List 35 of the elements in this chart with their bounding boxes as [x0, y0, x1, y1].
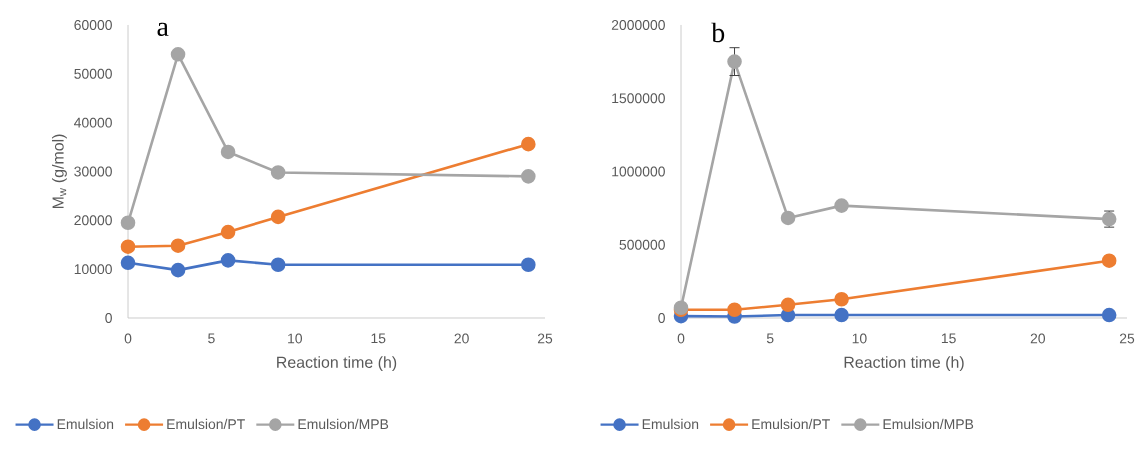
x-tick-label: 0	[677, 333, 685, 344]
y-tick-label: 50000	[74, 68, 112, 79]
x-tick-label: 5	[208, 333, 215, 344]
y-tick-label: 1000000	[612, 166, 665, 177]
x-tick-label: 10	[288, 333, 303, 344]
legend-label: Emulsion/MPB	[298, 418, 389, 430]
y-tick-label: 0	[105, 313, 112, 323]
x-tick-label: 0	[124, 333, 132, 344]
y-tick-label: 1500000	[612, 93, 665, 104]
legend-label: Emulsion	[57, 418, 114, 430]
y-tick-label: 40000	[74, 117, 112, 128]
y-tick-label: 0	[658, 313, 665, 323]
x-axis-title: Reaction time (h)	[277, 356, 397, 372]
x-tick-label: 25	[1119, 333, 1135, 344]
y-tick-label: 2000000	[611, 20, 665, 30]
x-tick-label: 20	[1030, 333, 1046, 344]
x-tick-label: 15	[941, 333, 956, 344]
x-axis-title: Reaction time (h)	[844, 356, 964, 372]
y-axis-title: M$_{w}$ (g/mol)	[52, 134, 67, 209]
legend-label: Emulsion/PT	[752, 418, 830, 430]
x-tick-label: 15	[371, 333, 386, 344]
legend-label: Emulsion	[642, 418, 699, 430]
y-tick-label: 60000	[74, 20, 112, 30]
legend-label: Emulsion/MPB	[883, 418, 974, 430]
annotation: a	[157, 22, 169, 36]
x-tick-label: 20	[454, 333, 469, 344]
y-tick-label: 10000	[74, 264, 112, 275]
x-tick-label: 10	[852, 333, 867, 344]
y-tick-label: 500000	[619, 239, 665, 250]
annotation: b	[711, 22, 725, 43]
x-tick-label: 25	[537, 333, 553, 344]
x-tick-label: 5	[766, 333, 774, 344]
y-tick-label: 30000	[74, 166, 112, 177]
legend-label: Emulsion/PT	[167, 418, 245, 430]
y-tick-label: 20000	[74, 215, 112, 226]
